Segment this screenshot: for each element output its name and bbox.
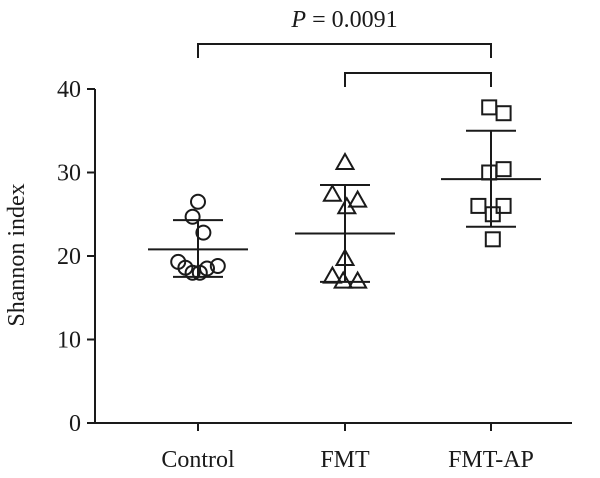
y-tick-label-0: 0 [69, 411, 81, 437]
y-tick-label-10: 10 [57, 328, 81, 354]
y-ticks: 0 10 20 30 40 [57, 77, 95, 437]
y-tick-label-40: 40 [57, 77, 81, 103]
x-tick-label-fmt-ap: FMT-AP [448, 447, 534, 473]
data-point-circle [184, 208, 201, 225]
data-point-triangle [334, 248, 356, 267]
y-tick-label-30: 30 [57, 161, 81, 187]
data-point-square [481, 99, 498, 116]
data-point-triangle [347, 189, 368, 208]
data-point-circle [199, 260, 215, 277]
group-fmt [295, 151, 395, 289]
data-point-triangle [332, 270, 354, 289]
data-point-square [484, 206, 501, 223]
data-point-square [470, 197, 487, 214]
significance-bracket-fmt-fmt-ap [344, 72, 492, 87]
significance-bracket-control-fmt-ap [197, 43, 492, 58]
data-groups [148, 99, 541, 289]
x-tick-label-fmt: FMT [320, 447, 370, 473]
x-ticks: Control FMT FMT-AP [161, 423, 534, 473]
group-control [148, 193, 248, 281]
x-tick-label-control: Control [161, 447, 235, 473]
data-point-circle [195, 224, 212, 241]
p-value-label: P = 0.0091 [290, 7, 397, 33]
y-axis-label: Shannon index [4, 183, 30, 326]
data-point-triangle [347, 270, 368, 289]
group-fmt-ap [441, 99, 541, 248]
significance-brackets: P = 0.0091 [197, 7, 492, 87]
data-point-square [481, 164, 498, 181]
data-point-square [495, 161, 512, 178]
data-point-circle [184, 264, 201, 281]
data-point-circle [190, 193, 206, 210]
data-point-triangle [322, 265, 343, 284]
data-point-circle [209, 258, 226, 275]
data-point-triangle [322, 183, 343, 202]
data-point-triangle [334, 151, 356, 171]
axes: 0 10 20 30 40 Control FMT FMT-AP [57, 77, 572, 473]
data-point-square [495, 105, 512, 122]
data-point-square [484, 231, 501, 248]
y-tick-label-20: 20 [57, 244, 81, 270]
data-point-square [495, 197, 512, 214]
